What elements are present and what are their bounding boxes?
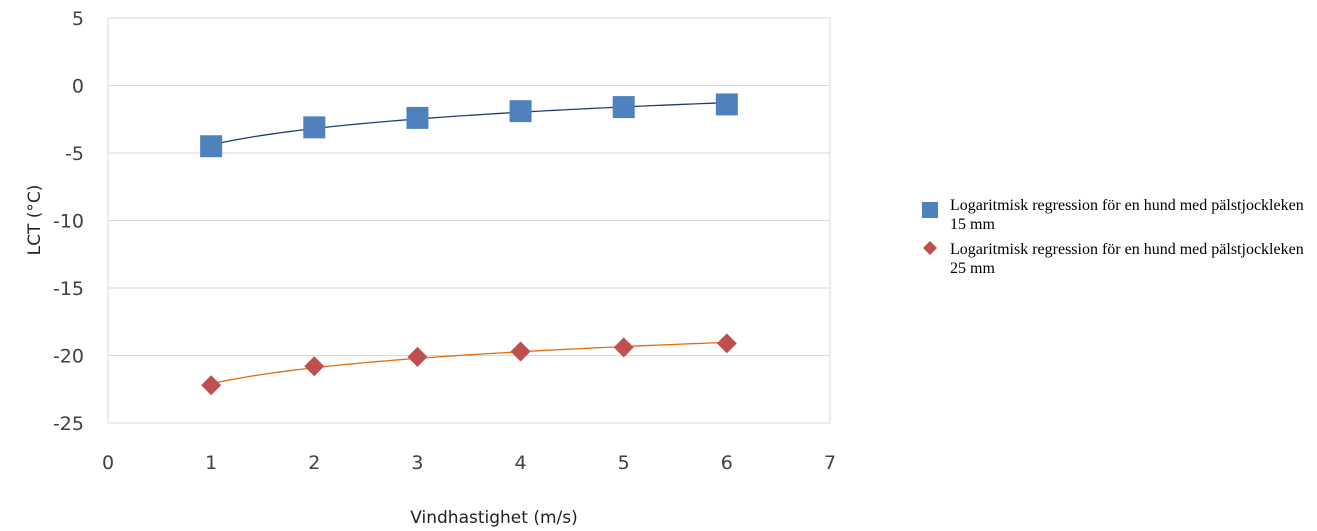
data-point-square xyxy=(200,135,223,158)
x-tick-label: 3 xyxy=(411,452,423,474)
y-tick-label: 5 xyxy=(72,8,84,30)
y-tick-label: -15 xyxy=(53,278,84,300)
data-point-diamond xyxy=(716,333,737,354)
data-points xyxy=(200,93,738,396)
x-tick-labels: 0 1 2 3 4 5 6 7 xyxy=(102,452,836,474)
trendline-series-0 xyxy=(211,101,727,146)
legend-item-15mm: Logaritmisk regression för en hund med p… xyxy=(918,196,1313,234)
x-tick-label: 4 xyxy=(515,452,527,474)
legend-diamond-marker xyxy=(923,241,937,255)
data-point-square xyxy=(406,106,429,129)
y-tick-label: 0 xyxy=(72,76,84,98)
chart: 5 0 -5 -10 -15 -20 -25 0 1 2 3 4 5 6 7 Vindhastighet … xyxy=(25,8,836,528)
x-tick-label: 5 xyxy=(618,452,630,474)
data-point-square xyxy=(612,96,635,119)
x-tick-label: 2 xyxy=(308,452,320,474)
data-point-diamond xyxy=(304,356,325,377)
gridlines xyxy=(108,17,830,424)
x-axis-title: Vindhastighet (m/s) xyxy=(410,508,578,528)
data-point-diamond xyxy=(510,341,531,362)
y-tick-label: -20 xyxy=(53,346,84,368)
y-axis-title: LCT (°C) xyxy=(25,185,45,256)
legend: Logaritmisk regression för en hund med p… xyxy=(918,196,1313,284)
legend-square-marker xyxy=(922,202,938,218)
x-tick-label: 6 xyxy=(721,452,733,474)
data-point-diamond xyxy=(407,346,428,367)
x-tick-label: 1 xyxy=(205,452,217,474)
trendline-series-1 xyxy=(211,341,727,385)
x-tick-label: 7 xyxy=(824,452,836,474)
legend-label-15mm: Logaritmisk regression för en hund med p… xyxy=(950,197,1304,233)
legend-item-25mm: Logaritmisk regression för en hund med p… xyxy=(918,240,1313,278)
data-point-diamond xyxy=(613,337,634,358)
y-tick-labels: 5 0 -5 -10 -15 -20 -25 xyxy=(53,8,84,435)
x-tick-label: 0 xyxy=(102,452,114,474)
y-tick-label: -5 xyxy=(65,143,84,165)
trendlines xyxy=(211,101,727,385)
legend-label-25mm: Logaritmisk regression för en hund med p… xyxy=(950,241,1304,277)
data-point-diamond xyxy=(201,375,222,396)
data-point-square xyxy=(303,116,326,139)
y-tick-label: -10 xyxy=(53,211,84,233)
y-tick-label: -25 xyxy=(53,413,84,435)
data-point-square xyxy=(715,93,738,116)
plot-area-border xyxy=(107,17,831,424)
data-point-square xyxy=(509,100,532,123)
